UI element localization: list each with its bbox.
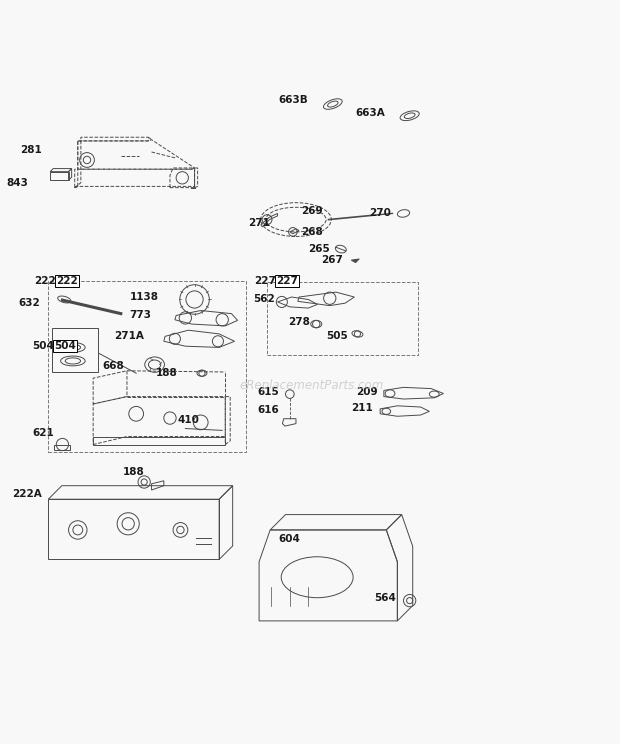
Text: 269: 269 <box>301 206 322 216</box>
Text: 615: 615 <box>258 387 280 397</box>
Text: 270: 270 <box>370 208 391 219</box>
Text: 227: 227 <box>277 276 298 286</box>
Bar <box>267 282 418 355</box>
Text: 188: 188 <box>122 466 144 477</box>
Text: 632: 632 <box>18 298 40 308</box>
Text: 281: 281 <box>20 144 42 155</box>
Text: 562: 562 <box>253 295 275 304</box>
Text: 504: 504 <box>33 341 55 351</box>
Text: 278: 278 <box>288 317 310 327</box>
Text: 222: 222 <box>56 276 78 286</box>
Text: 211: 211 <box>351 403 373 413</box>
Text: 271: 271 <box>247 218 270 228</box>
Text: 188: 188 <box>156 368 177 378</box>
Text: 268: 268 <box>301 227 322 237</box>
Text: 773: 773 <box>130 310 151 321</box>
Text: 604: 604 <box>278 534 300 544</box>
Text: 410: 410 <box>177 415 200 425</box>
Text: 663B: 663B <box>278 95 308 106</box>
Text: 505: 505 <box>327 331 348 341</box>
Text: 267: 267 <box>321 255 343 265</box>
Text: 1138: 1138 <box>130 292 159 302</box>
Text: 843: 843 <box>7 178 29 187</box>
Text: 227: 227 <box>254 276 277 286</box>
Text: 271A: 271A <box>114 331 144 341</box>
Polygon shape <box>352 259 359 263</box>
Text: 504: 504 <box>55 341 76 351</box>
Text: 222: 222 <box>35 276 56 286</box>
Text: 616: 616 <box>258 405 280 415</box>
Text: 621: 621 <box>33 429 55 438</box>
Text: eReplacementParts.com: eReplacementParts.com <box>239 379 383 392</box>
Text: 265: 265 <box>308 244 330 254</box>
Text: 668: 668 <box>102 361 124 371</box>
Bar <box>52 328 98 372</box>
Bar <box>48 281 246 452</box>
Text: 663A: 663A <box>355 108 385 118</box>
Text: 564: 564 <box>374 593 396 603</box>
Text: 209: 209 <box>356 387 378 397</box>
Text: 222A: 222A <box>12 489 42 498</box>
